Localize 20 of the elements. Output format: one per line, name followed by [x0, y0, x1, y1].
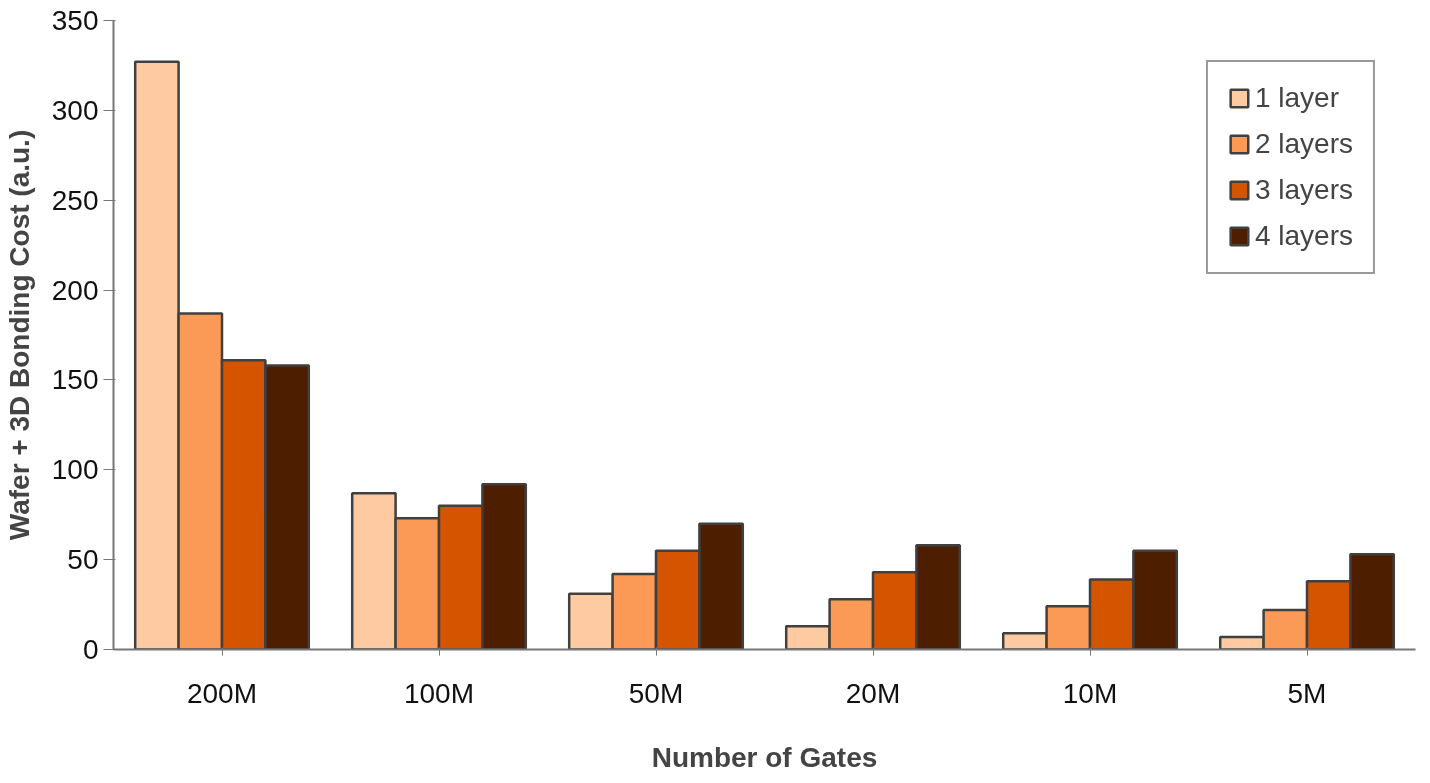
y-axis-title: Wafer + 3D Bonding Cost (a.u.) [3, 129, 35, 541]
x-axis-title: Number of Gates [651, 741, 878, 773]
x-tick-label: 200M [186, 677, 258, 709]
y-tick-label: 150 [51, 364, 99, 396]
x-tick-label: 10M [1062, 677, 1118, 709]
y-tick-label: 200 [51, 274, 99, 306]
legend-label: 1 layer [1254, 82, 1339, 114]
x-tick-label: 20M [845, 677, 901, 709]
legend-label: 2 layers [1254, 128, 1353, 160]
x-tick-label: 50M [628, 677, 684, 709]
x-tick-label: 100M [403, 677, 475, 709]
y-tick-label: 0 [82, 634, 99, 665]
x-tick-label: 5M [1287, 677, 1327, 709]
y-tick-label: 50 [67, 544, 99, 576]
y-tick-label: 350 [51, 5, 99, 36]
legend-label: 4 layers [1254, 220, 1353, 252]
y-tick-label: 300 [51, 94, 99, 126]
y-tick-label: 100 [51, 454, 99, 486]
legend-label: 3 layers [1254, 174, 1353, 206]
y-tick-label: 250 [51, 184, 99, 216]
